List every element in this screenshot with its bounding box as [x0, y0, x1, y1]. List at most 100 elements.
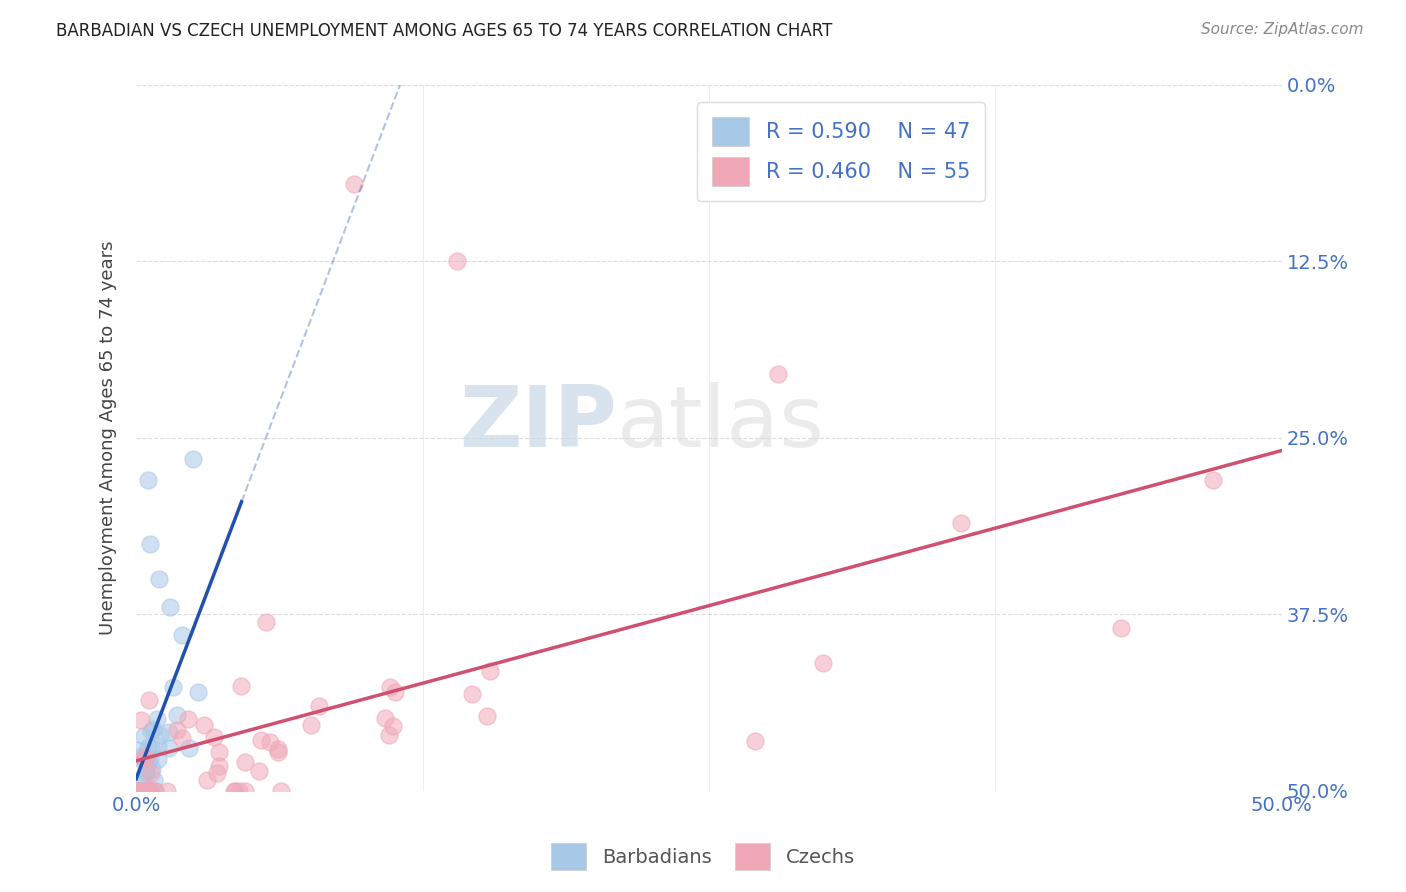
Point [127, 783, 149, 797]
Point [208, 759, 231, 773]
Point [141, 741, 163, 756]
Point [146, 751, 169, 765]
Point [134, 752, 156, 766]
Point [138, 692, 160, 706]
Text: ZIP: ZIP [460, 382, 617, 466]
Point [811, 656, 834, 670]
Point [134, 749, 156, 764]
Point [249, 732, 271, 747]
Point [135, 762, 157, 776]
Point [135, 783, 157, 797]
Point [132, 729, 155, 743]
Point [193, 718, 215, 732]
Point [475, 709, 498, 723]
Point [202, 730, 225, 744]
Point [446, 254, 468, 268]
Point [141, 766, 163, 780]
Point [157, 740, 180, 755]
Point [156, 783, 179, 797]
Point [378, 728, 401, 742]
Point [308, 698, 330, 713]
Point [134, 769, 156, 783]
Point [343, 177, 366, 191]
Point [131, 755, 153, 769]
Point [177, 712, 200, 726]
Point [380, 681, 402, 695]
Point [183, 452, 205, 467]
Point [127, 783, 149, 797]
Point [187, 685, 209, 699]
Point [229, 680, 252, 694]
Point [132, 783, 155, 797]
Point [170, 731, 193, 746]
Point [125, 783, 148, 797]
Point [128, 783, 150, 797]
Point [148, 572, 170, 586]
Point [138, 783, 160, 797]
Point [228, 783, 250, 797]
Point [148, 739, 170, 754]
Point [157, 724, 180, 739]
Point [129, 749, 152, 764]
Point [136, 783, 159, 797]
Point [162, 681, 184, 695]
Text: Source: ZipAtlas.com: Source: ZipAtlas.com [1201, 22, 1364, 37]
Point [233, 783, 256, 797]
Point [478, 665, 501, 679]
Point [166, 723, 188, 738]
Point [207, 765, 229, 780]
Point [744, 734, 766, 748]
Point [128, 783, 150, 797]
Point [170, 628, 193, 642]
Point [127, 783, 149, 797]
Text: atlas: atlas [617, 382, 825, 466]
Text: BARBADIAN VS CZECH UNEMPLOYMENT AMONG AGES 65 TO 74 YEARS CORRELATION CHART: BARBADIAN VS CZECH UNEMPLOYMENT AMONG AG… [56, 22, 832, 40]
Point [267, 745, 290, 759]
Point [139, 724, 162, 739]
Point [136, 783, 159, 797]
Point [382, 719, 405, 733]
Point [148, 728, 170, 742]
Point [177, 740, 200, 755]
Point [146, 712, 169, 726]
Point [766, 368, 789, 382]
Point [159, 600, 181, 615]
Point [235, 756, 257, 770]
Point [254, 615, 277, 629]
Point [224, 783, 246, 797]
Point [208, 745, 231, 759]
Point [135, 783, 157, 797]
Point [270, 783, 292, 797]
Point [950, 516, 973, 530]
Point [384, 685, 406, 699]
Point [247, 764, 270, 779]
Point [142, 773, 165, 788]
Point [136, 740, 159, 755]
Point [139, 783, 162, 797]
Point [143, 783, 166, 797]
Point [1111, 621, 1133, 635]
Point [129, 772, 152, 787]
Point [135, 751, 157, 765]
Point [460, 687, 482, 701]
Point [125, 783, 148, 797]
Point [259, 735, 281, 749]
Legend: R = 0.590    N = 47, R = 0.460    N = 55: R = 0.590 N = 47, R = 0.460 N = 55 [697, 103, 986, 201]
Point [127, 742, 149, 756]
Point [134, 783, 156, 797]
Y-axis label: Unemployment Among Ages 65 to 74 years: Unemployment Among Ages 65 to 74 years [100, 241, 117, 635]
Point [135, 749, 157, 764]
Point [143, 783, 166, 797]
Point [134, 755, 156, 769]
Point [166, 708, 188, 723]
Point [127, 783, 149, 797]
Point [127, 783, 149, 797]
Point [1202, 473, 1225, 487]
Point [266, 741, 288, 756]
Point [132, 783, 155, 797]
Legend: Barbadians, Czechs: Barbadians, Czechs [544, 835, 862, 878]
Point [142, 723, 165, 737]
Point [136, 755, 159, 769]
Point [138, 783, 160, 797]
Point [299, 718, 322, 732]
